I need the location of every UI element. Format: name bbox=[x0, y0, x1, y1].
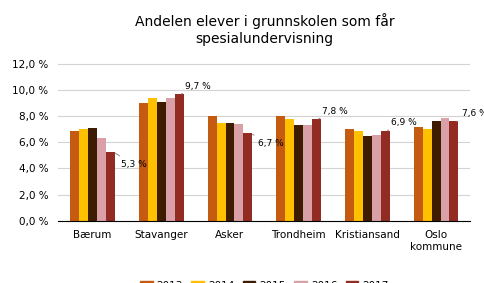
Bar bbox=[371, 134, 380, 221]
Bar bbox=[70, 131, 79, 221]
Bar bbox=[138, 103, 148, 221]
Text: 6,7 %: 6,7 % bbox=[252, 134, 283, 148]
Bar bbox=[174, 94, 183, 221]
Bar bbox=[79, 129, 88, 221]
Title: Andelen elever i grunnskolen som får
spesialundervisning: Andelen elever i grunnskolen som får spe… bbox=[134, 14, 393, 46]
Bar bbox=[439, 117, 449, 221]
Bar bbox=[276, 116, 285, 221]
Bar bbox=[243, 133, 252, 221]
Bar bbox=[353, 131, 362, 221]
Legend: 2013, 2014, 2015, 2016, 2017: 2013, 2014, 2015, 2016, 2017 bbox=[136, 277, 392, 283]
Text: 7,6 %: 7,6 % bbox=[455, 109, 484, 121]
Bar bbox=[422, 129, 431, 221]
Bar bbox=[156, 102, 166, 221]
Bar bbox=[88, 128, 97, 221]
Bar bbox=[362, 136, 371, 221]
Text: 5,3 %: 5,3 % bbox=[115, 153, 146, 169]
Bar bbox=[106, 151, 115, 221]
Text: 7,8 %: 7,8 % bbox=[318, 106, 347, 119]
Bar bbox=[97, 138, 106, 221]
Bar bbox=[216, 123, 225, 221]
Bar bbox=[234, 124, 243, 221]
Bar bbox=[344, 129, 353, 221]
Bar bbox=[294, 125, 302, 221]
Bar bbox=[207, 116, 216, 221]
Bar bbox=[311, 119, 320, 221]
Bar bbox=[380, 131, 389, 221]
Text: 6,9 %: 6,9 % bbox=[387, 118, 416, 131]
Bar bbox=[285, 119, 294, 221]
Bar bbox=[166, 98, 174, 221]
Text: 9,7 %: 9,7 % bbox=[181, 82, 210, 94]
Bar bbox=[302, 125, 311, 221]
Bar bbox=[225, 123, 234, 221]
Bar bbox=[413, 127, 422, 221]
Bar bbox=[431, 121, 439, 221]
Bar bbox=[148, 98, 156, 221]
Bar bbox=[449, 121, 457, 221]
